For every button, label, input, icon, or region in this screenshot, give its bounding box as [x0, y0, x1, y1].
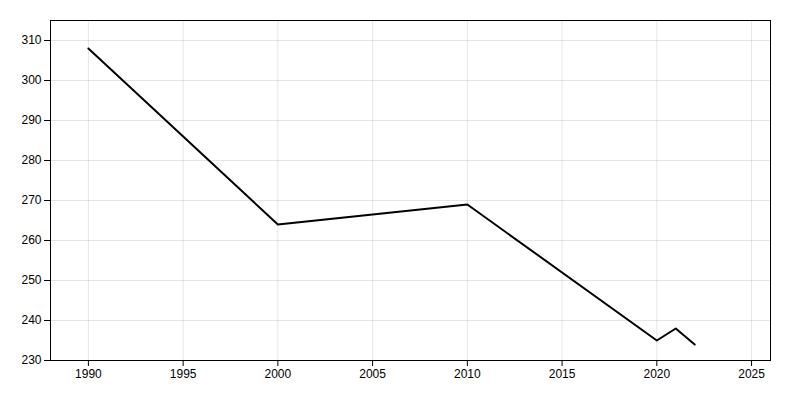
svg-text:250: 250: [21, 273, 41, 287]
svg-text:230: 230: [21, 353, 41, 367]
svg-text:2000: 2000: [265, 367, 292, 381]
svg-text:2015: 2015: [549, 367, 576, 381]
svg-text:240: 240: [21, 313, 41, 327]
svg-text:2025: 2025: [738, 367, 765, 381]
svg-text:1995: 1995: [170, 367, 197, 381]
svg-text:2010: 2010: [454, 367, 481, 381]
svg-text:1990: 1990: [75, 367, 102, 381]
svg-text:260: 260: [21, 233, 41, 247]
svg-text:300: 300: [21, 73, 41, 87]
svg-text:280: 280: [21, 153, 41, 167]
svg-text:290: 290: [21, 113, 41, 127]
svg-text:2005: 2005: [359, 367, 386, 381]
svg-text:2020: 2020: [643, 367, 670, 381]
svg-text:310: 310: [21, 33, 41, 47]
svg-text:270: 270: [21, 193, 41, 207]
